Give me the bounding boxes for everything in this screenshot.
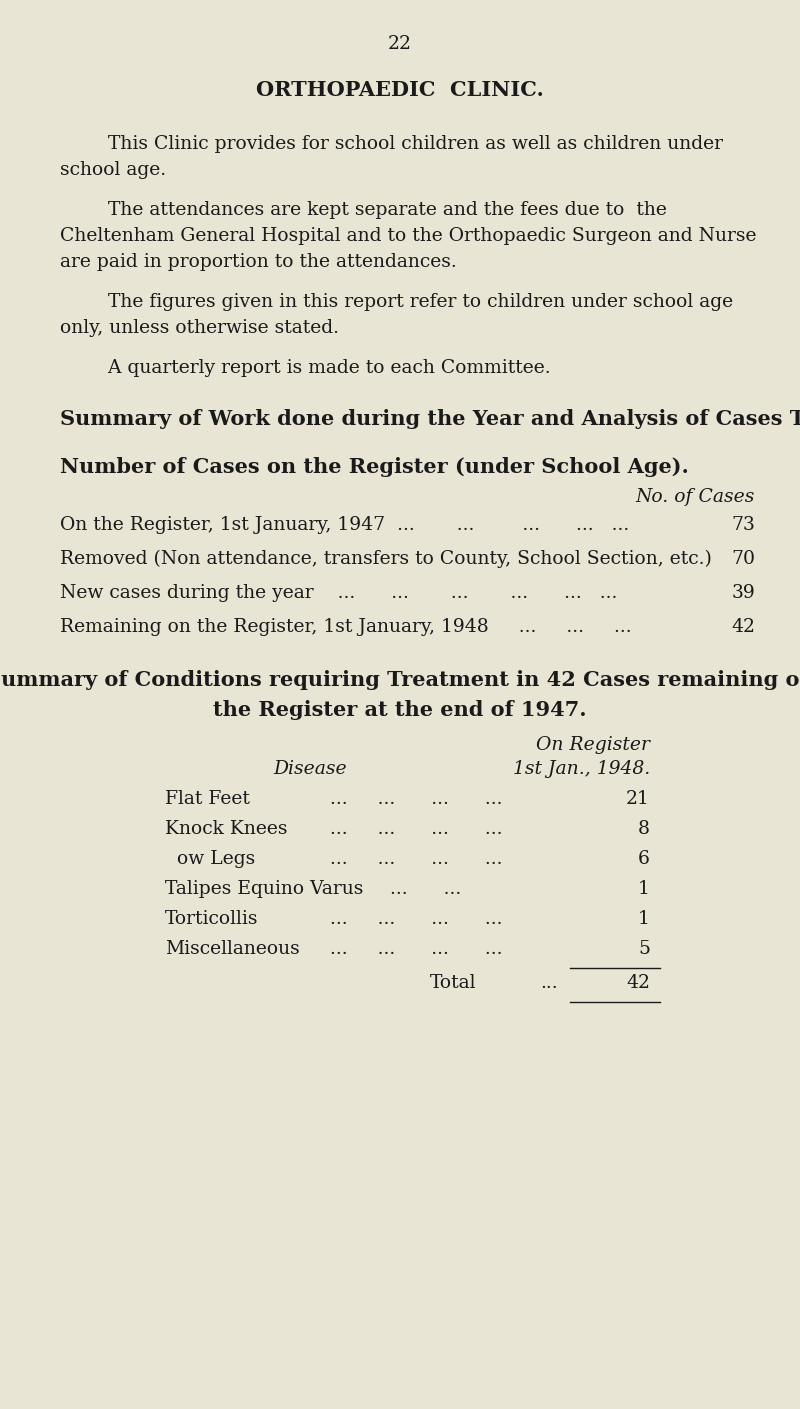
Text: ...     ...      ...      ...: ... ... ... ... — [330, 850, 502, 868]
Text: 1: 1 — [638, 881, 650, 898]
Text: 1st Jan., 1948.: 1st Jan., 1948. — [513, 759, 650, 778]
Text: The figures given in this report refer to children under school age: The figures given in this report refer t… — [60, 293, 733, 311]
Text: Total: Total — [430, 974, 477, 992]
Text: Torticollis: Torticollis — [165, 910, 258, 929]
Text: ...     ...      ...      ...: ... ... ... ... — [330, 790, 502, 807]
Text: Cheltenham General Hospital and to the Orthopaedic Surgeon and Nurse: Cheltenham General Hospital and to the O… — [60, 227, 757, 245]
Text: On Register: On Register — [536, 735, 650, 754]
Text: Miscellaneous: Miscellaneous — [165, 940, 300, 958]
Text: ...: ... — [540, 974, 558, 992]
Text: New cases during the year    ...      ...       ...       ...      ...   ...: New cases during the year ... ... ... ..… — [60, 583, 618, 602]
Text: 70: 70 — [731, 550, 755, 568]
Text: are paid in proportion to the attendances.: are paid in proportion to the attendance… — [60, 254, 457, 271]
Text: 42: 42 — [626, 974, 650, 992]
Text: school age.: school age. — [60, 161, 166, 179]
Text: Disease: Disease — [273, 759, 347, 778]
Text: Flat Feet: Flat Feet — [165, 790, 250, 807]
Text: This Clinic provides for school children as well as children under: This Clinic provides for school children… — [60, 135, 723, 154]
Text: 1: 1 — [638, 910, 650, 929]
Text: No. of Cases: No. of Cases — [636, 488, 755, 506]
Text: On the Register, 1st January, 1947  ...       ...        ...      ...   ...: On the Register, 1st January, 1947 ... .… — [60, 516, 630, 534]
Text: ...     ...      ...      ...: ... ... ... ... — [330, 940, 502, 958]
Text: 73: 73 — [731, 516, 755, 534]
Text: 42: 42 — [731, 619, 755, 635]
Text: 5: 5 — [638, 940, 650, 958]
Text: ...     ...      ...      ...: ... ... ... ... — [330, 820, 502, 838]
Text: The attendances are kept separate and the fees due to  the: The attendances are kept separate and th… — [60, 201, 667, 218]
Text: 22: 22 — [388, 35, 412, 54]
Text: Summary of Work done during the Year and Analysis of Cases Treated.: Summary of Work done during the Year and… — [60, 409, 800, 428]
Text: ...     ...      ...      ...: ... ... ... ... — [330, 910, 502, 929]
Text: Summary of Conditions requiring Treatment in 42 Cases remaining on: Summary of Conditions requiring Treatmen… — [0, 671, 800, 690]
Text: 39: 39 — [731, 583, 755, 602]
Text: the Register at the end of 1947.: the Register at the end of 1947. — [213, 700, 587, 720]
Text: ORTHOPAEDIC  CLINIC.: ORTHOPAEDIC CLINIC. — [256, 80, 544, 100]
Text: 8: 8 — [638, 820, 650, 838]
Text: ...      ...: ... ... — [330, 881, 462, 898]
Text: 21: 21 — [626, 790, 650, 807]
Text: Knock Knees: Knock Knees — [165, 820, 287, 838]
Text: 6: 6 — [638, 850, 650, 868]
Text: A quarterly report is made to each Committee.: A quarterly report is made to each Commi… — [60, 359, 550, 378]
Text: Number of Cases on the Register (under School Age).: Number of Cases on the Register (under S… — [60, 457, 689, 478]
Text: Remaining on the Register, 1st January, 1948     ...     ...     ...: Remaining on the Register, 1st January, … — [60, 619, 632, 635]
Text: only, unless otherwise stated.: only, unless otherwise stated. — [60, 318, 339, 337]
Text: Removed (Non attendance, transfers to County, School Section, etc.): Removed (Non attendance, transfers to Co… — [60, 550, 712, 568]
Text: Talipes Equino Varus: Talipes Equino Varus — [165, 881, 363, 898]
Text: ow Legs: ow Legs — [165, 850, 255, 868]
